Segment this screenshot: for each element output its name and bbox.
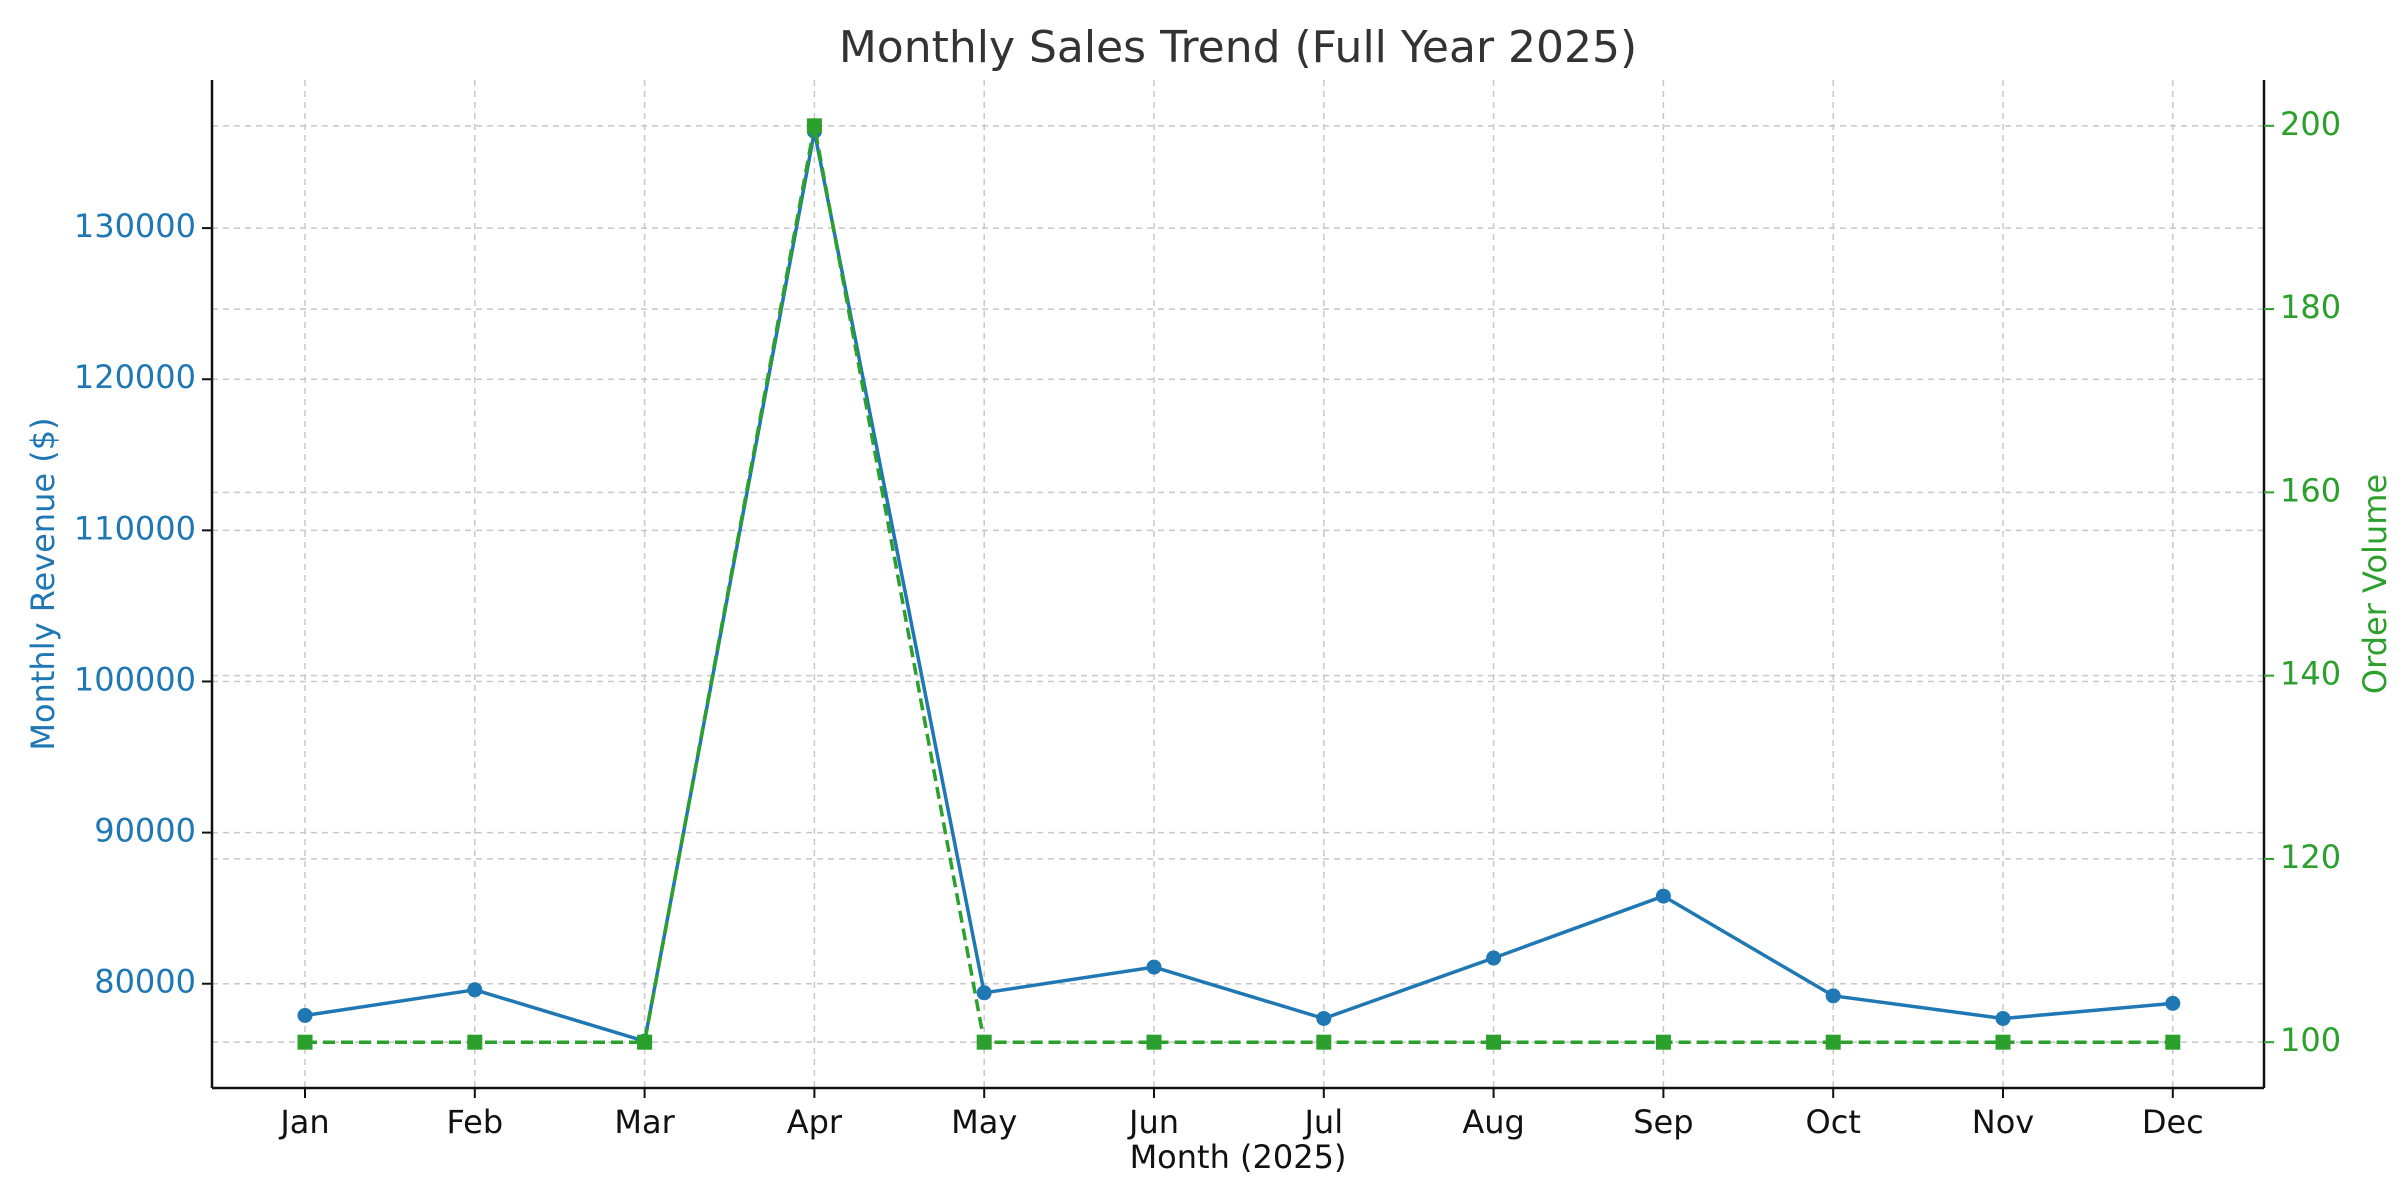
right-tick-label: 140 — [2280, 655, 2341, 693]
right-tick-label: 160 — [2280, 471, 2341, 509]
right-tick-label: 200 — [2280, 105, 2341, 143]
order-volume-point — [1825, 1034, 1841, 1050]
order-volume-point — [1486, 1034, 1502, 1050]
grid — [212, 80, 2264, 1088]
order-volume-point — [297, 1034, 313, 1050]
right-axis-label: Order Volume — [2356, 474, 2394, 694]
monthly-revenue-point — [1146, 959, 1162, 975]
monthly-revenue-point — [1316, 1010, 1332, 1026]
x-tick-label: Aug — [1462, 1103, 1524, 1141]
x-tick-label: Sep — [1633, 1103, 1693, 1141]
monthly-revenue-point — [297, 1007, 313, 1023]
order-volume-point — [2165, 1034, 2181, 1050]
x-tick-label: Mar — [614, 1103, 675, 1141]
right-tick-label: 100 — [2280, 1021, 2341, 1059]
order-volume-point — [806, 118, 822, 134]
monthly-revenue-point — [1486, 950, 1502, 966]
chart-title: Monthly Sales Trend (Full Year 2025) — [839, 22, 1637, 73]
order-volume-series-line — [305, 124, 2173, 1044]
order-volume-point — [1655, 1034, 1671, 1050]
right-axis-ticks: 100 120 140 160 180 200 — [2264, 105, 2341, 1059]
monthly-revenue-point — [2165, 995, 2181, 1011]
x-tick-label: Dec — [2142, 1103, 2204, 1141]
x-tick-label: Feb — [446, 1103, 503, 1141]
x-axis-ticks: Jan Feb Mar Apr May Jun Jul Aug Sep Oct Nov Dec — [278, 1088, 2204, 1141]
x-tick-label: Oct — [1806, 1103, 1861, 1141]
left-tick-label: 100000 — [74, 660, 196, 698]
series — [297, 118, 2181, 1050]
monthly-revenue-point — [1995, 1010, 2011, 1026]
left-axis-ticks: 80000 90000 100000 110000 120000 130000 — [74, 207, 212, 1001]
x-tick-label: Nov — [1972, 1103, 2034, 1141]
order-volume-point — [1995, 1034, 2011, 1050]
monthly-revenue-point — [976, 985, 992, 1001]
order-volume-point — [467, 1034, 483, 1050]
monthly-revenue-point — [1655, 888, 1671, 904]
right-tick-label: 180 — [2280, 288, 2341, 326]
monthly-revenue-point — [467, 982, 483, 998]
left-tick-label: 90000 — [94, 812, 196, 850]
order-volume-point — [1146, 1034, 1162, 1050]
x-tick-label: Jun — [1127, 1103, 1179, 1141]
order-volume-point — [1316, 1034, 1332, 1050]
left-tick-label: 130000 — [74, 207, 196, 245]
right-tick-label: 120 — [2280, 838, 2341, 876]
left-tick-label: 80000 — [94, 963, 196, 1001]
x-axis-label: Month (2025) — [1130, 1138, 1347, 1176]
x-tick-label: Jan — [278, 1103, 329, 1141]
order-volume-point — [637, 1034, 653, 1050]
left-tick-label: 120000 — [74, 358, 196, 396]
monthly-revenue-series-line — [304, 129, 2173, 1043]
axes — [210, 80, 2266, 1090]
order-volume-point — [976, 1034, 992, 1050]
monthly-revenue-point — [1825, 988, 1841, 1004]
x-tick-label: May — [951, 1103, 1017, 1141]
x-tick-label: Apr — [787, 1103, 843, 1141]
left-axis-label: Monthly Revenue ($) — [24, 417, 62, 750]
x-tick-label: Jul — [1302, 1103, 1343, 1141]
left-tick-label: 110000 — [74, 509, 196, 547]
